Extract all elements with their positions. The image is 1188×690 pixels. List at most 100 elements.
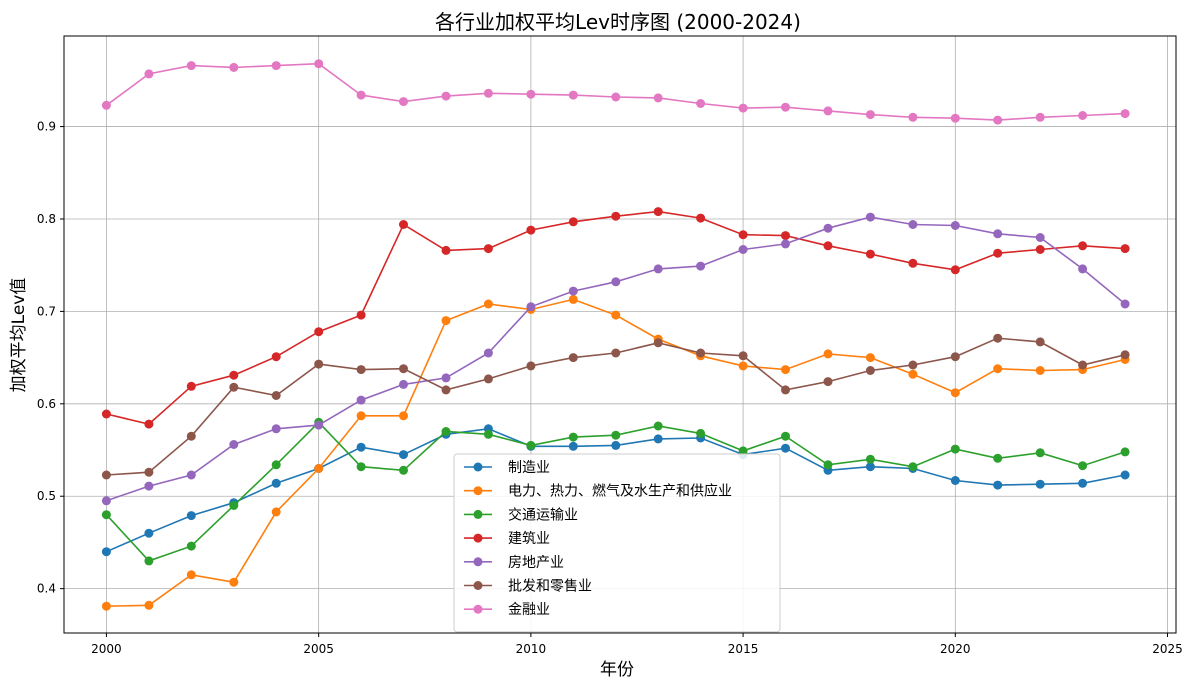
data-point-3-23 [1078, 241, 1088, 251]
data-point-1-17 [823, 349, 833, 359]
data-point-3-10 [526, 225, 536, 235]
data-point-3-4 [271, 352, 281, 362]
legend-box [453, 453, 781, 633]
data-point-5-6 [356, 365, 366, 375]
data-point-4-18 [865, 212, 875, 222]
data-point-6-23 [1078, 111, 1088, 120]
y-tick-label-2: 0.6 [37, 397, 56, 411]
grid-layer [64, 36, 1176, 633]
y-tick-label-3: 0.7 [37, 304, 56, 318]
data-point-4-22 [1035, 233, 1045, 242]
legend-marker-5 [473, 581, 483, 590]
legend-item-2: 交通运输业 [464, 506, 578, 523]
data-point-4-3 [229, 440, 239, 449]
data-point-4-4 [271, 424, 281, 434]
data-point-6-11 [568, 90, 578, 100]
data-point-0-22 [1035, 479, 1045, 489]
legend-item-1: 电力、热力、燃气及水生产和供应业 [464, 483, 732, 500]
legend-item-3: 建筑业 [464, 531, 550, 547]
y-tick-label-4: 0.8 [37, 212, 56, 226]
data-point-6-4 [271, 61, 281, 71]
data-point-4-24 [1120, 299, 1130, 309]
data-point-4-8 [441, 373, 451, 383]
data-point-3-20 [950, 265, 960, 275]
data-point-4-10 [526, 302, 536, 312]
data-point-2-13 [653, 421, 663, 431]
data-point-0-24 [1120, 470, 1130, 480]
data-point-2-20 [950, 444, 960, 454]
data-point-3-22 [1035, 245, 1045, 254]
data-point-2-6 [356, 462, 366, 472]
x-tick-label-5: 2025 [1152, 642, 1183, 656]
legend-item-0: 制造业 [464, 460, 550, 476]
series-6 [101, 59, 1130, 125]
data-point-5-11 [568, 353, 578, 363]
data-point-4-17 [823, 223, 833, 233]
data-point-0-7 [399, 450, 408, 460]
data-point-3-16 [781, 231, 790, 241]
data-point-1-21 [993, 364, 1003, 374]
data-point-5-23 [1078, 360, 1088, 370]
data-point-5-13 [653, 338, 663, 348]
data-point-6-7 [399, 97, 408, 107]
data-point-5-14 [696, 348, 706, 358]
data-point-6-13 [653, 93, 663, 103]
data-point-0-2 [186, 511, 196, 521]
data-point-6-10 [526, 89, 536, 99]
data-point-2-16 [781, 431, 790, 441]
data-point-4-11 [568, 286, 578, 296]
data-point-1-4 [271, 507, 281, 517]
series-layer [101, 59, 1130, 611]
data-point-1-19 [908, 369, 918, 379]
data-point-0-16 [781, 443, 790, 453]
legend-label-3: 建筑业 [508, 531, 550, 547]
data-point-2-15 [738, 446, 748, 456]
data-point-1-5 [314, 464, 324, 473]
data-point-5-18 [865, 366, 875, 375]
legend-marker-6 [473, 604, 483, 614]
data-point-5-20 [950, 352, 960, 362]
data-point-5-4 [271, 391, 281, 400]
data-point-6-6 [356, 90, 366, 100]
data-point-0-4 [271, 478, 281, 488]
series-3 [101, 207, 1130, 429]
data-point-2-8 [441, 427, 451, 436]
x-tick-label-4: 2020 [940, 642, 971, 656]
data-point-6-12 [611, 92, 621, 102]
data-point-1-6 [356, 411, 366, 421]
data-point-4-12 [611, 277, 621, 287]
data-point-6-3 [229, 62, 239, 72]
x-tick-label-3: 2015 [728, 642, 759, 656]
data-point-6-22 [1035, 112, 1045, 122]
data-point-3-0 [101, 409, 111, 419]
data-point-6-5 [314, 59, 324, 69]
data-point-4-19 [908, 220, 918, 229]
data-point-5-21 [993, 333, 1003, 343]
data-point-4-5 [314, 420, 324, 430]
data-point-5-0 [101, 470, 111, 480]
data-point-3-1 [144, 419, 154, 429]
data-point-2-11 [568, 432, 578, 442]
data-point-6-2 [186, 61, 196, 71]
data-point-3-17 [823, 241, 833, 251]
data-point-3-9 [483, 244, 493, 254]
data-point-1-3 [229, 577, 239, 587]
data-point-1-8 [441, 316, 451, 326]
data-point-1-11 [568, 294, 578, 304]
data-point-2-12 [611, 430, 621, 440]
data-point-2-24 [1120, 447, 1130, 457]
data-point-4-2 [186, 470, 196, 480]
data-point-1-0 [101, 601, 111, 611]
data-point-4-23 [1078, 264, 1088, 274]
data-point-6-24 [1120, 109, 1130, 119]
data-point-5-9 [483, 374, 493, 384]
plot-frame [63, 35, 1177, 634]
data-point-4-16 [781, 239, 790, 249]
data-point-0-12 [611, 440, 621, 450]
y-tick-label-1: 0.5 [37, 489, 56, 503]
data-point-5-8 [441, 385, 451, 395]
legend-marker-0 [473, 462, 483, 472]
data-point-6-0 [101, 100, 111, 110]
data-point-5-15 [738, 351, 748, 361]
